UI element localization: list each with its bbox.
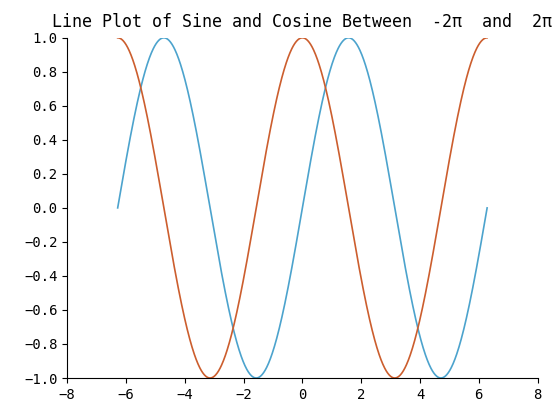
Title: Line Plot of Sine and Cosine Between  -2π  and  2π: Line Plot of Sine and Cosine Between -2π… xyxy=(53,13,552,31)
